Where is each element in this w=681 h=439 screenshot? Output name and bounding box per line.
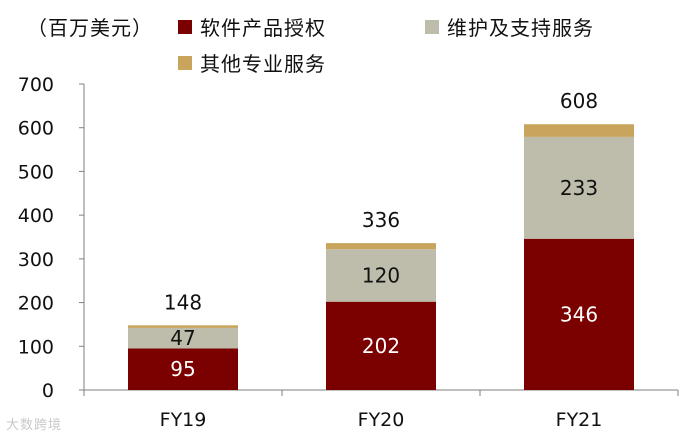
bar-segment [326, 249, 436, 302]
bar-segment [326, 243, 436, 250]
y-tick-label: 100 [18, 336, 54, 358]
bar-segment [326, 301, 436, 390]
total-label: 336 [362, 208, 400, 232]
y-tick-label: 700 [18, 74, 54, 96]
legend-swatch [425, 19, 439, 34]
x-tick-label: FY20 [358, 409, 405, 431]
bar-segment [128, 348, 238, 390]
data-label: 120 [362, 263, 400, 287]
x-tick-label: FY19 [160, 409, 207, 431]
bar-segment [524, 124, 634, 137]
data-label: 346 [560, 302, 598, 326]
bar-segment [524, 136, 634, 239]
data-label: 95 [170, 357, 195, 381]
y-tick-label: 300 [18, 249, 54, 271]
legend-item-maintenance: 维护及支持服务 [425, 12, 594, 41]
legend-item-professional-services: 其他专业服务 [178, 48, 326, 77]
legend-swatch [178, 55, 192, 70]
y-tick-label: 600 [18, 118, 54, 140]
y-tick-label: 400 [18, 205, 54, 227]
legend-label: 软件产品授权 [200, 16, 326, 40]
legend-swatch [178, 19, 192, 34]
bar-segment [128, 327, 238, 349]
legend-label: 维护及支持服务 [447, 16, 594, 40]
bar-segment [128, 325, 238, 328]
data-label: 233 [560, 176, 598, 200]
y-tick-label: 500 [18, 161, 54, 183]
x-tick-label: FY21 [556, 409, 603, 431]
unit-label: （百万美元） [27, 16, 153, 40]
bar-segment [524, 238, 634, 390]
total-label: 608 [560, 89, 598, 113]
y-tick-label: 200 [18, 293, 54, 315]
legend-item-software-license: 软件产品授权 [178, 12, 326, 41]
watermark: 大数跨境 [6, 418, 63, 433]
legend-label: 其他专业服务 [200, 52, 326, 76]
data-label: 47 [170, 326, 195, 350]
total-label: 148 [164, 290, 202, 314]
y-tick-label: 0 [42, 380, 54, 402]
data-label: 202 [362, 334, 400, 358]
